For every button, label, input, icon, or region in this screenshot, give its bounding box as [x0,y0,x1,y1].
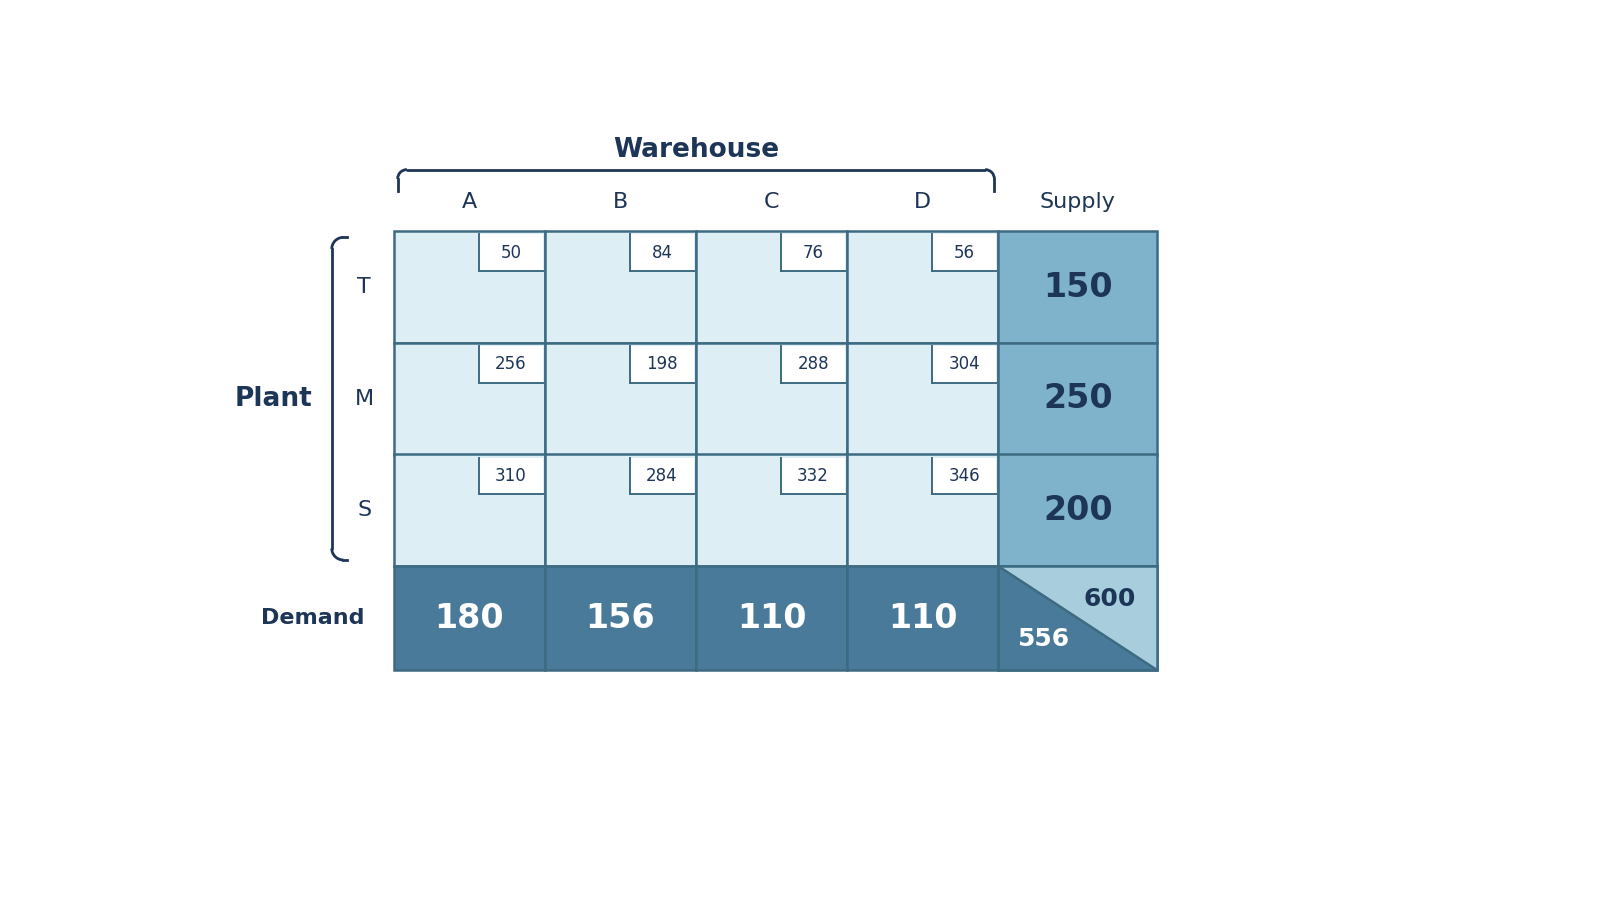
Bar [933,457,995,494]
Text: 556: 556 [1016,627,1069,651]
Bar [394,454,546,566]
Bar [394,566,546,670]
Bar [630,234,694,271]
Bar [546,566,696,670]
Bar [478,457,542,494]
Bar [846,343,998,454]
Text: 180: 180 [435,601,504,634]
Text: D: D [914,192,931,211]
Text: 600: 600 [1083,588,1136,611]
Bar [998,566,1157,670]
Bar [478,346,542,382]
Text: 346: 346 [949,467,981,485]
Text: B: B [613,192,629,211]
Text: 304: 304 [949,356,981,373]
Text: 310: 310 [494,467,526,485]
Text: 288: 288 [797,356,829,373]
Bar [846,231,998,343]
Text: 110: 110 [888,601,957,634]
Bar [781,346,845,382]
Bar [933,346,995,382]
Bar [546,231,696,343]
Text: Warehouse: Warehouse [613,138,779,163]
Text: Demand: Demand [261,608,365,628]
Bar [846,566,998,670]
Bar [998,454,1157,566]
Bar [998,566,1157,670]
Bar [478,234,542,271]
Text: 150: 150 [1043,271,1112,303]
Text: 332: 332 [797,467,829,485]
Polygon shape [998,566,1157,670]
Text: 200: 200 [1043,494,1112,526]
Bar [781,234,845,271]
Text: 84: 84 [651,244,672,262]
Bar [630,457,694,494]
Text: 284: 284 [646,467,678,485]
Bar [696,231,846,343]
Text: 198: 198 [646,356,678,373]
Text: 50: 50 [501,244,522,262]
Bar [696,454,846,566]
Text: 110: 110 [738,601,806,634]
Text: C: C [763,192,779,211]
Text: 156: 156 [586,601,656,634]
Bar [933,234,995,271]
Text: 250: 250 [1043,382,1112,415]
Bar [696,566,846,670]
Bar [846,454,998,566]
Text: 256: 256 [494,356,526,373]
Bar [394,231,546,343]
Bar [630,346,694,382]
Text: Supply: Supply [1040,192,1115,211]
Text: 76: 76 [803,244,824,262]
Bar [998,343,1157,454]
Bar [696,343,846,454]
Bar [546,343,696,454]
Bar [781,457,845,494]
Text: T: T [357,277,371,297]
Text: Plant: Plant [235,386,312,411]
Text: S: S [357,500,371,520]
Bar [998,231,1157,343]
Text: M: M [355,389,374,409]
Bar [546,454,696,566]
Text: 56: 56 [954,244,974,262]
Bar [394,343,546,454]
Text: A: A [462,192,477,211]
